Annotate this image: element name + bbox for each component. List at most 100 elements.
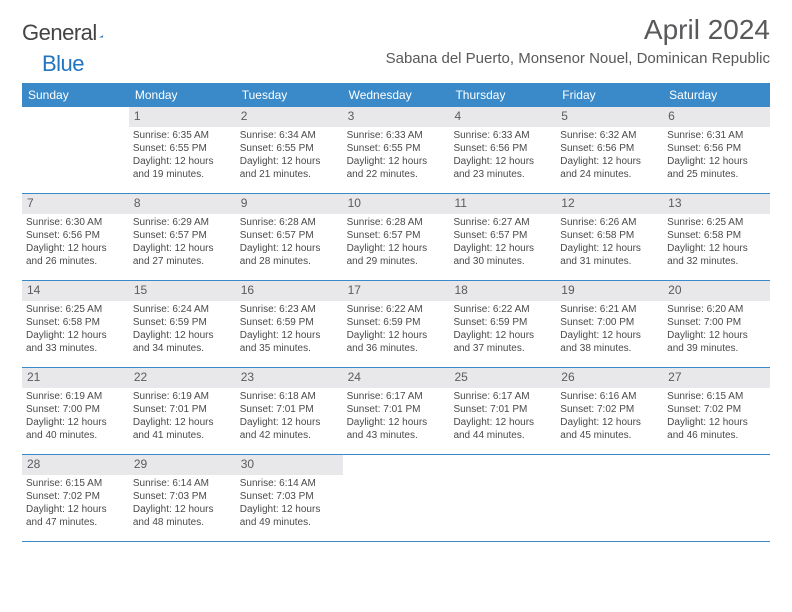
sunrise-text: Sunrise: 6:15 AM (667, 390, 766, 403)
day-data: Sunrise: 6:17 AMSunset: 7:01 PMDaylight:… (343, 388, 450, 446)
day-number: 23 (236, 368, 343, 388)
calendar-page: General April 2024 Sabana del Puerto, Mo… (0, 0, 792, 556)
day-data: Sunrise: 6:21 AMSunset: 7:00 PMDaylight:… (556, 301, 663, 359)
week-row: 1Sunrise: 6:35 AMSunset: 6:55 PMDaylight… (22, 107, 770, 194)
daylight-text: Daylight: 12 hours and 46 minutes. (667, 416, 766, 442)
day-data: Sunrise: 6:15 AMSunset: 7:02 PMDaylight:… (22, 475, 129, 533)
sunset-text: Sunset: 6:56 PM (453, 142, 552, 155)
day-cell: 11Sunrise: 6:27 AMSunset: 6:57 PMDayligh… (449, 194, 556, 280)
sunset-text: Sunset: 7:00 PM (26, 403, 125, 416)
day-cell: 26Sunrise: 6:16 AMSunset: 7:02 PMDayligh… (556, 368, 663, 454)
day-number: 17 (343, 281, 450, 301)
day-data: Sunrise: 6:30 AMSunset: 6:56 PMDaylight:… (22, 214, 129, 272)
daylight-text: Daylight: 12 hours and 47 minutes. (26, 503, 125, 529)
day-header: Wednesday (343, 83, 450, 107)
sunset-text: Sunset: 6:59 PM (133, 316, 232, 329)
day-number: 30 (236, 455, 343, 475)
logo-word2: Blue (42, 51, 84, 76)
day-data: Sunrise: 6:16 AMSunset: 7:02 PMDaylight:… (556, 388, 663, 446)
day-data: Sunrise: 6:19 AMSunset: 7:00 PMDaylight:… (22, 388, 129, 446)
sunrise-text: Sunrise: 6:26 AM (560, 216, 659, 229)
day-number: 26 (556, 368, 663, 388)
day-number: 20 (663, 281, 770, 301)
day-cell (22, 107, 129, 193)
daylight-text: Daylight: 12 hours and 49 minutes. (240, 503, 339, 529)
day-cell: 14Sunrise: 6:25 AMSunset: 6:58 PMDayligh… (22, 281, 129, 367)
day-data: Sunrise: 6:34 AMSunset: 6:55 PMDaylight:… (236, 127, 343, 185)
day-cell: 12Sunrise: 6:26 AMSunset: 6:58 PMDayligh… (556, 194, 663, 280)
day-data: Sunrise: 6:25 AMSunset: 6:58 PMDaylight:… (663, 214, 770, 272)
location-subtitle: Sabana del Puerto, Monsenor Nouel, Domin… (386, 50, 770, 67)
sunset-text: Sunset: 6:55 PM (133, 142, 232, 155)
week-row: 21Sunrise: 6:19 AMSunset: 7:00 PMDayligh… (22, 368, 770, 455)
daylight-text: Daylight: 12 hours and 35 minutes. (240, 329, 339, 355)
daylight-text: Daylight: 12 hours and 34 minutes. (133, 329, 232, 355)
day-cell: 24Sunrise: 6:17 AMSunset: 7:01 PMDayligh… (343, 368, 450, 454)
day-number: 22 (129, 368, 236, 388)
sunset-text: Sunset: 7:00 PM (667, 316, 766, 329)
sunset-text: Sunset: 6:55 PM (240, 142, 339, 155)
title-block: April 2024 Sabana del Puerto, Monsenor N… (386, 14, 770, 67)
day-cell: 4Sunrise: 6:33 AMSunset: 6:56 PMDaylight… (449, 107, 556, 193)
day-data: Sunrise: 6:28 AMSunset: 6:57 PMDaylight:… (236, 214, 343, 272)
sunrise-text: Sunrise: 6:22 AM (347, 303, 446, 316)
day-number: 21 (22, 368, 129, 388)
day-cell: 8Sunrise: 6:29 AMSunset: 6:57 PMDaylight… (129, 194, 236, 280)
day-cell: 25Sunrise: 6:17 AMSunset: 7:01 PMDayligh… (449, 368, 556, 454)
sunrise-text: Sunrise: 6:25 AM (26, 303, 125, 316)
daylight-text: Daylight: 12 hours and 29 minutes. (347, 242, 446, 268)
sunrise-text: Sunrise: 6:30 AM (26, 216, 125, 229)
day-number: 5 (556, 107, 663, 127)
day-number: 4 (449, 107, 556, 127)
day-cell: 19Sunrise: 6:21 AMSunset: 7:00 PMDayligh… (556, 281, 663, 367)
sunset-text: Sunset: 6:57 PM (453, 229, 552, 242)
day-cell: 13Sunrise: 6:25 AMSunset: 6:58 PMDayligh… (663, 194, 770, 280)
daylight-text: Daylight: 12 hours and 27 minutes. (133, 242, 232, 268)
sunrise-text: Sunrise: 6:18 AM (240, 390, 339, 403)
day-data: Sunrise: 6:14 AMSunset: 7:03 PMDaylight:… (129, 475, 236, 533)
sunset-text: Sunset: 7:01 PM (453, 403, 552, 416)
day-data: Sunrise: 6:33 AMSunset: 6:56 PMDaylight:… (449, 127, 556, 185)
daylight-text: Daylight: 12 hours and 37 minutes. (453, 329, 552, 355)
day-number: 16 (236, 281, 343, 301)
day-data: Sunrise: 6:15 AMSunset: 7:02 PMDaylight:… (663, 388, 770, 446)
sunrise-text: Sunrise: 6:14 AM (133, 477, 232, 490)
logo-triangle-icon (99, 25, 103, 41)
sunset-text: Sunset: 7:01 PM (133, 403, 232, 416)
day-data: Sunrise: 6:20 AMSunset: 7:00 PMDaylight:… (663, 301, 770, 359)
day-header: Friday (556, 83, 663, 107)
sunrise-text: Sunrise: 6:17 AM (453, 390, 552, 403)
logo: General (22, 20, 123, 46)
sunset-text: Sunset: 6:56 PM (26, 229, 125, 242)
day-cell (663, 455, 770, 541)
day-cell: 23Sunrise: 6:18 AMSunset: 7:01 PMDayligh… (236, 368, 343, 454)
sunset-text: Sunset: 6:59 PM (240, 316, 339, 329)
day-cell: 16Sunrise: 6:23 AMSunset: 6:59 PMDayligh… (236, 281, 343, 367)
sunrise-text: Sunrise: 6:33 AM (347, 129, 446, 142)
sunset-text: Sunset: 6:58 PM (26, 316, 125, 329)
day-data: Sunrise: 6:25 AMSunset: 6:58 PMDaylight:… (22, 301, 129, 359)
day-cell (449, 455, 556, 541)
calendar-grid: Sunday Monday Tuesday Wednesday Thursday… (22, 83, 770, 542)
sunset-text: Sunset: 6:56 PM (560, 142, 659, 155)
daylight-text: Daylight: 12 hours and 24 minutes. (560, 155, 659, 181)
day-data: Sunrise: 6:19 AMSunset: 7:01 PMDaylight:… (129, 388, 236, 446)
daylight-text: Daylight: 12 hours and 30 minutes. (453, 242, 552, 268)
daylight-text: Daylight: 12 hours and 45 minutes. (560, 416, 659, 442)
sunset-text: Sunset: 7:00 PM (560, 316, 659, 329)
day-number: 9 (236, 194, 343, 214)
day-number: 18 (449, 281, 556, 301)
day-number: 29 (129, 455, 236, 475)
sunrise-text: Sunrise: 6:21 AM (560, 303, 659, 316)
sunrise-text: Sunrise: 6:33 AM (453, 129, 552, 142)
sunrise-text: Sunrise: 6:16 AM (560, 390, 659, 403)
sunrise-text: Sunrise: 6:28 AM (347, 216, 446, 229)
day-cell: 10Sunrise: 6:28 AMSunset: 6:57 PMDayligh… (343, 194, 450, 280)
day-data: Sunrise: 6:22 AMSunset: 6:59 PMDaylight:… (449, 301, 556, 359)
daylight-text: Daylight: 12 hours and 38 minutes. (560, 329, 659, 355)
week-row: 14Sunrise: 6:25 AMSunset: 6:58 PMDayligh… (22, 281, 770, 368)
day-number: 27 (663, 368, 770, 388)
sunset-text: Sunset: 6:57 PM (133, 229, 232, 242)
sunrise-text: Sunrise: 6:28 AM (240, 216, 339, 229)
day-data: Sunrise: 6:23 AMSunset: 6:59 PMDaylight:… (236, 301, 343, 359)
